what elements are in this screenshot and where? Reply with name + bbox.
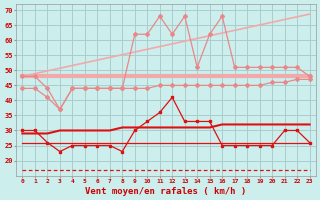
X-axis label: Vent moyen/en rafales ( km/h ): Vent moyen/en rafales ( km/h ) [85, 187, 247, 196]
